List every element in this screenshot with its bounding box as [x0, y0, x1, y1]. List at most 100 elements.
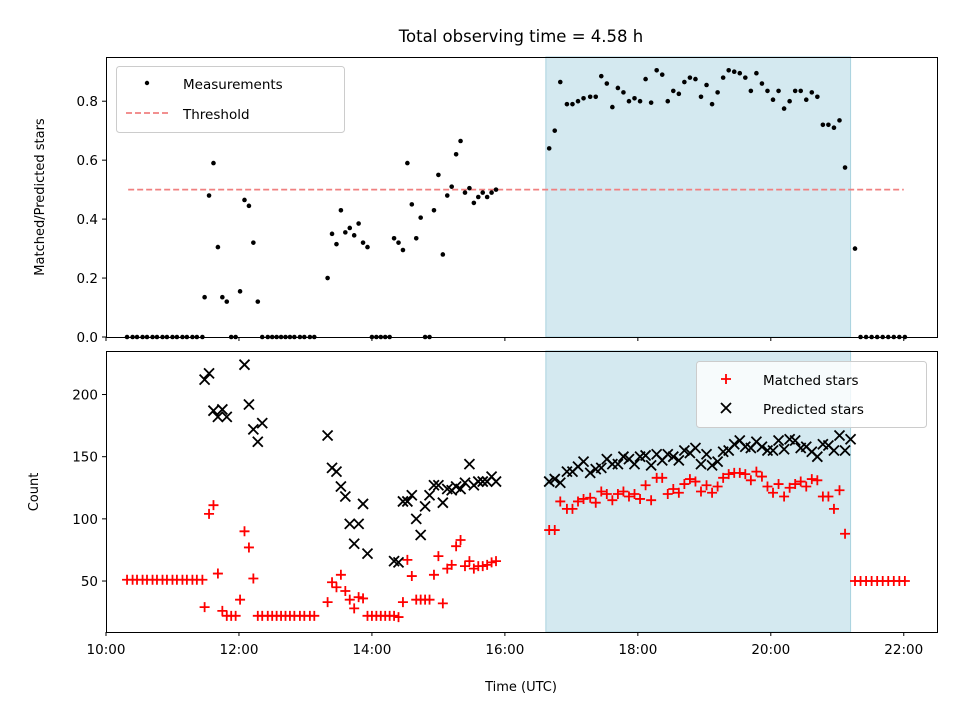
- matched-star-point: [812, 475, 823, 486]
- top-y-tick-label: 0.6: [77, 153, 98, 169]
- measurement-point: [787, 98, 792, 104]
- predicted-star-point: [203, 367, 215, 380]
- matched-stars-points: [122, 466, 910, 623]
- matched-star-point: [834, 485, 845, 496]
- measurement-point: [338, 207, 344, 213]
- matched-star-point: [446, 559, 457, 570]
- measurement-point: [676, 91, 682, 97]
- matched-star-point: [668, 484, 679, 495]
- measurement-point: [665, 98, 671, 104]
- matched-star-point: [437, 598, 448, 609]
- predicted-star-point: [577, 456, 590, 468]
- predicted-star-point: [584, 467, 596, 479]
- matched-star-point: [358, 593, 369, 604]
- measurement-point: [246, 203, 252, 209]
- predicted-star-point: [673, 454, 685, 467]
- matched-star-point: [734, 467, 745, 478]
- top-y-tick-label: 0.4: [77, 212, 98, 228]
- matched-star-point: [433, 551, 444, 562]
- matched-star-point: [701, 480, 712, 491]
- measurement-point: [557, 79, 563, 85]
- bottom-legend-box: [696, 361, 927, 428]
- measurement-point: [704, 82, 709, 88]
- measurement-point: [458, 138, 463, 144]
- matched-star-point: [349, 603, 360, 614]
- legend-threshold-label: Threshold: [182, 107, 250, 123]
- predicted-star-point: [330, 465, 343, 478]
- matched-star-point: [459, 561, 470, 572]
- measurement-point: [431, 207, 437, 213]
- predicted-star-point: [667, 451, 679, 463]
- matched-star-point: [199, 602, 210, 613]
- measurement-point: [815, 94, 820, 100]
- matched-star-point: [695, 486, 706, 497]
- predicted-star-point: [549, 473, 561, 485]
- measurement-point: [743, 75, 748, 80]
- matched-star-point: [601, 488, 612, 499]
- measurement-point: [224, 299, 230, 304]
- measurement-point: [820, 122, 826, 128]
- predicted-star-point: [706, 459, 718, 472]
- predicted-star-point: [778, 443, 790, 455]
- matched-star-point: [397, 597, 408, 608]
- predicted-star-point: [397, 495, 409, 508]
- measurement-point: [211, 160, 216, 166]
- matched-star-point: [596, 486, 607, 497]
- measurement-point: [237, 289, 243, 294]
- matched-star-point: [578, 493, 589, 504]
- measurement-point: [255, 299, 261, 304]
- predicted-star-point: [437, 497, 449, 509]
- matched-star-point: [486, 557, 497, 568]
- measurement-point: [792, 88, 798, 94]
- predicted-star-point: [695, 458, 707, 470]
- top-plot-frame: [106, 57, 938, 338]
- measurement-point: [325, 275, 330, 281]
- bottom-x-tick-label: 20:00: [751, 642, 790, 658]
- measurement-point: [480, 190, 486, 195]
- predicted-star-point: [844, 433, 857, 445]
- matched-star-point: [208, 500, 219, 511]
- matched-star-point: [840, 528, 851, 539]
- matched-star-point: [393, 612, 404, 623]
- predicted-star-point: [678, 444, 691, 457]
- measurement-point: [709, 101, 715, 107]
- matched-star-point: [723, 469, 734, 480]
- measurement-point: [329, 231, 335, 237]
- matched-star-point: [327, 577, 338, 588]
- matched-star-point: [684, 474, 695, 485]
- bottom-y-tick-label: 100: [72, 512, 98, 528]
- predicted-star-point: [463, 458, 476, 470]
- predicted-star-point: [428, 479, 440, 491]
- predicted-star-point: [711, 456, 724, 468]
- predicted-star-point: [247, 423, 260, 435]
- matched-star-point: [657, 472, 668, 483]
- measurement-point: [803, 97, 809, 103]
- measurement-point: [360, 240, 366, 245]
- measurement-point: [659, 72, 665, 77]
- matched-star-point: [773, 479, 784, 490]
- bottom-plot-frame: [106, 351, 938, 633]
- predicted-star-point: [789, 434, 801, 447]
- measurement-point: [593, 94, 599, 100]
- measurement-point: [467, 185, 472, 191]
- matched-star-point: [707, 487, 718, 498]
- matched-star-point: [662, 488, 673, 499]
- matched-star-point: [451, 541, 462, 552]
- measurement-point: [575, 98, 581, 104]
- bottom-x-tick-label: 10:00: [87, 642, 126, 658]
- matched-star-point: [197, 574, 208, 585]
- predicted-star-point: [216, 403, 228, 416]
- matched-star-point: [629, 488, 640, 499]
- bottom-y-tick-label: 150: [72, 450, 98, 466]
- predicted-star-point: [767, 444, 779, 457]
- predicted-star-point: [238, 359, 251, 371]
- measurement-point: [770, 97, 776, 103]
- bottom-x-ticks: 10:00 12:00 14:00 16:00 18:00 20:00 22:00: [87, 632, 923, 658]
- top-panel: 0.0 0.2 0.4 0.6 0.8 Total observing time = 4…: [33, 27, 938, 346]
- matched-star-point: [248, 573, 259, 584]
- measurement-point: [598, 73, 604, 79]
- measurement-point: [220, 294, 225, 300]
- measurement-point: [449, 184, 454, 189]
- measurement-point: [731, 69, 737, 75]
- measurement-point: [356, 221, 361, 226]
